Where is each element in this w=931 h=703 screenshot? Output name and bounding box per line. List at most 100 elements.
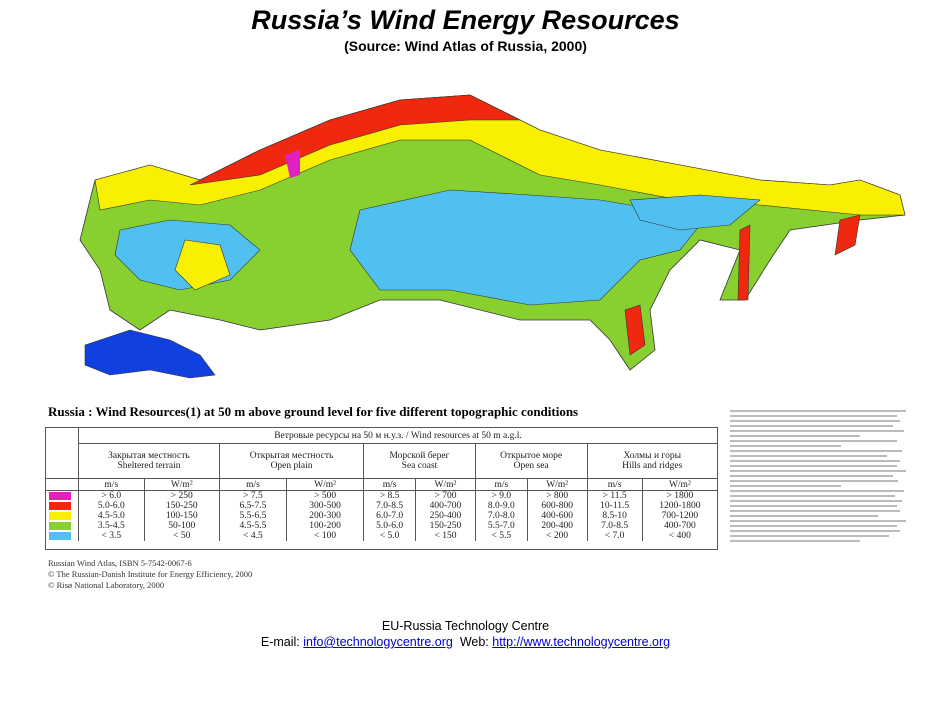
- unit-label: W/m²: [143, 478, 220, 491]
- blank-cell: [45, 478, 79, 491]
- sources: Russian Wind Atlas, ISBN 5-7542-0067-6 © …: [48, 558, 252, 591]
- table-cell: < 400: [641, 531, 719, 541]
- table-cell: 1200-1800: [641, 501, 719, 511]
- column-ru: Холмы и горы: [623, 451, 681, 461]
- column-ru: Открытая местность: [249, 451, 334, 461]
- column-ru: Закрытая местность: [108, 451, 190, 461]
- column-ru: Морской берег: [389, 451, 450, 461]
- color-swatch: [49, 532, 71, 540]
- table-cell: > 6.0: [78, 490, 145, 501]
- map-caption: Russia : Wind Resources(1) at 50 m above…: [48, 404, 579, 419]
- data-row: 5.0-6.0 150-250 6.5-7.5 300-500 7.0-8.5 400-7…: [45, 501, 719, 511]
- table-cell: 8.0-9.0: [474, 501, 528, 511]
- zone-red: [737, 224, 751, 301]
- zone-red: [189, 94, 521, 186]
- column-en: Sea coast: [401, 461, 438, 471]
- column-header: Холмы и горы Hills and ridges: [586, 443, 718, 479]
- table-cell: 7.0-8.5: [586, 521, 643, 531]
- web-link[interactable]: http://www.technologycentre.org: [492, 635, 671, 649]
- table-cell: 400-700: [641, 521, 719, 531]
- web-label: Web:: [459, 635, 489, 649]
- column-en: Open sea: [513, 461, 549, 471]
- table-cell: < 100: [286, 531, 365, 541]
- zone-blue: [349, 189, 701, 306]
- subtitle: (Source: Wind Atlas of Russia, 2000): [344, 38, 587, 54]
- unit-label: m/s: [363, 478, 417, 491]
- table-cell: > 800: [526, 490, 588, 501]
- units-row: m/s W/m² m/s W/m² m/s W/m² m/s W/m² m/s W/m²: [45, 478, 719, 491]
- table-cell: 10-11.5: [586, 501, 643, 511]
- table-cell: > 1800: [641, 490, 719, 501]
- table-cell: > 250: [143, 490, 220, 501]
- swatch-cell: [45, 531, 79, 541]
- table-cell: 50-100: [143, 521, 220, 531]
- table-cell: > 7.5: [218, 490, 288, 501]
- table-cell: 5.0-6.0: [363, 521, 417, 531]
- email-link[interactable]: info@technologycentre.org: [303, 635, 453, 649]
- zone-blue: [629, 194, 761, 231]
- wind-map: [79, 94, 906, 379]
- column-row: Закрытая местность Sheltered terrain Откры…: [46, 443, 718, 479]
- color-swatch: [49, 502, 71, 510]
- unit-label: m/s: [474, 478, 528, 491]
- table-cell: 7.0-8.5: [363, 501, 417, 511]
- column-header: Открытое море Open sea: [474, 443, 588, 479]
- data-row: 3.5-4.5 50-100 4.5-5.5 100-200 5.0-6.0 150-25…: [45, 521, 719, 531]
- table-cell: > 700: [415, 490, 476, 501]
- title: Russia’s Wind Energy Resources: [251, 5, 680, 35]
- wind-table: Ветровые ресурсы на 50 м н.у.з. / Wind r…: [45, 427, 719, 550]
- footnotes: [730, 410, 915, 545]
- zone-yellow: [174, 239, 231, 291]
- zone-red: [834, 214, 861, 256]
- source-line: Russian Wind Atlas, ISBN 5-7542-0067-6: [48, 558, 192, 568]
- unit-label: W/m²: [526, 478, 588, 491]
- table-cell: 400-700: [415, 501, 476, 511]
- contact-line: E-mail: info@technologycentre.org Web: h…: [0, 634, 931, 650]
- table-cell: 100-200: [286, 521, 365, 531]
- column-en: Open plain: [270, 461, 313, 471]
- email-label: E-mail:: [260, 635, 300, 649]
- color-swatch: [49, 512, 71, 520]
- table-cell: > 8.5: [363, 490, 417, 501]
- table-cell: 6.0-7.0: [363, 511, 417, 521]
- unit-label: m/s: [586, 478, 643, 491]
- table-cell: 100-150: [143, 511, 220, 521]
- table-cell: 4.5-5.5: [218, 521, 288, 531]
- swatch-cell: [45, 511, 79, 521]
- table-cell: < 5.0: [363, 531, 417, 541]
- unit-label: W/m²: [286, 478, 365, 491]
- source-line: © Risø National Laboratory, 2000: [48, 580, 165, 590]
- table-cell: 7.0-8.0: [474, 511, 528, 521]
- column-header: Закрытая местность Sheltered terrain: [78, 443, 220, 479]
- color-swatch: [49, 522, 71, 530]
- table-cell: 3.5-4.5: [78, 521, 145, 531]
- column-header: Открытая местность Open plain: [218, 443, 365, 479]
- unit-label: W/m²: [415, 478, 476, 491]
- column-en: Hills and ridges: [622, 461, 683, 471]
- table-cell: < 3.5: [78, 531, 145, 541]
- pad-row: [45, 541, 718, 550]
- table-cell: 600-800: [526, 501, 588, 511]
- table-cell: 300-500: [286, 501, 365, 511]
- table-cell: < 150: [415, 531, 476, 541]
- column-en: Sheltered terrain: [117, 461, 181, 471]
- data-row: > 6.0 > 250 > 7.5 > 500 > 8.5 > 700 > 9.0 > 800…: [45, 490, 719, 501]
- table-cell: 250-400: [415, 511, 476, 521]
- table-cell: > 11.5: [586, 490, 643, 501]
- swatch-cell: [45, 521, 79, 531]
- table-cell: 5.0-6.0: [78, 501, 145, 511]
- footer: EU-Russia Technology Centre E-mail: info…: [0, 618, 931, 650]
- table-cell: 150-250: [415, 521, 476, 531]
- table-cell: < 200: [526, 531, 588, 541]
- table-cell: 700-1200: [641, 511, 719, 521]
- table-cell: > 500: [286, 490, 365, 501]
- table-cell: > 9.0: [474, 490, 528, 501]
- source-line: © The Russian-Danish Institute for Energ…: [48, 569, 253, 579]
- table-cell: < 5.5: [474, 531, 528, 541]
- unit-label: m/s: [78, 478, 145, 491]
- zone-magenta: [285, 150, 300, 178]
- data-row: 4.5-5.0 100-150 5.5-6.5 200-300 6.0-7.0 250-4…: [45, 511, 719, 521]
- organization: EU-Russia Technology Centre: [381, 619, 550, 633]
- table-cell: 8.5-10: [586, 511, 643, 521]
